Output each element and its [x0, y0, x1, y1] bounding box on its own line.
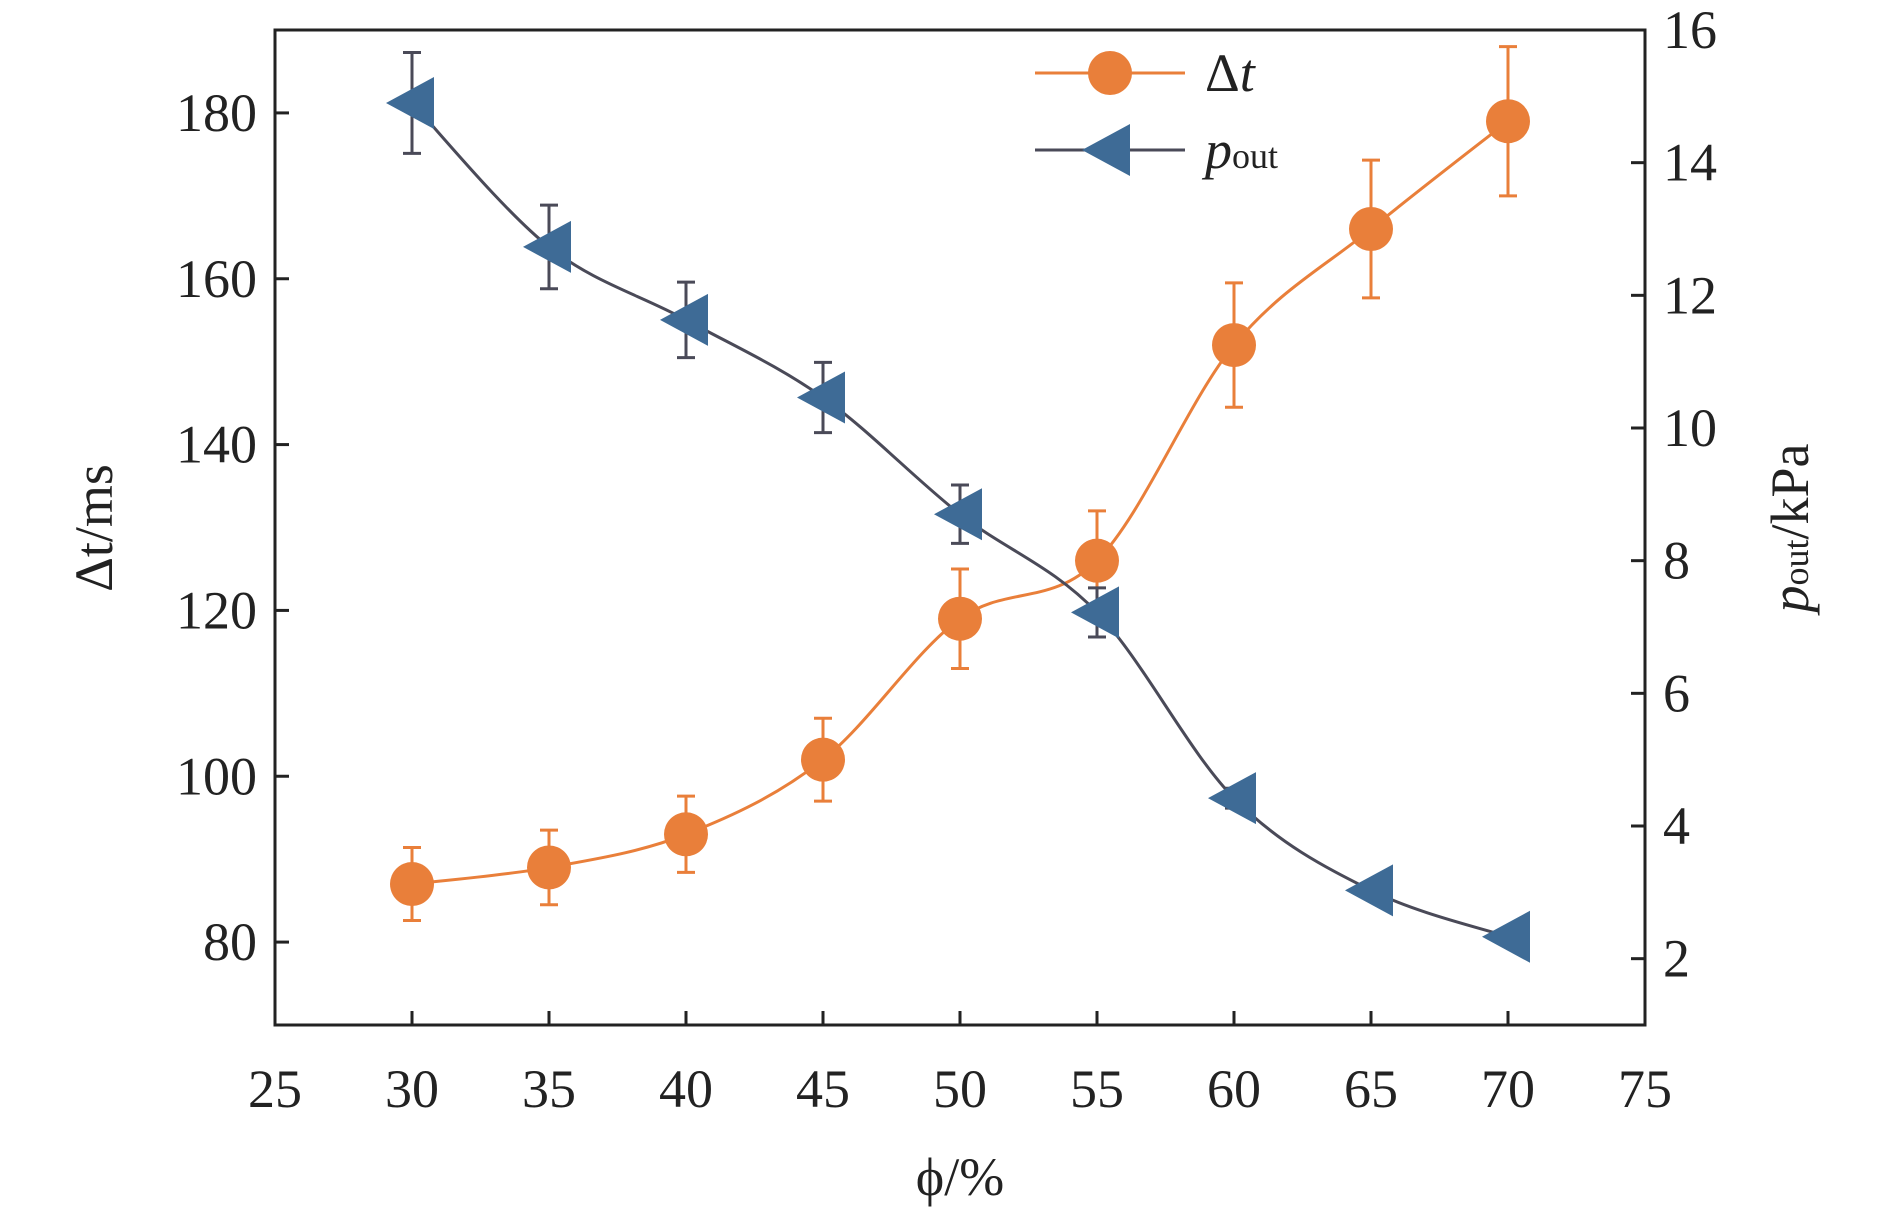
y-tick-label: 80 [203, 912, 257, 972]
y2-axis-label: pout/kPa [1760, 443, 1820, 616]
y2-tick-label: 16 [1663, 0, 1717, 60]
data-point-triangle [660, 293, 708, 346]
series-pout [386, 51, 1530, 963]
y2-tick-label: 12 [1663, 265, 1717, 325]
data-point-circle [527, 845, 571, 890]
y2-tick-label: 10 [1663, 398, 1717, 458]
x-tick-label: 30 [385, 1059, 439, 1119]
data-point-triangle [1482, 910, 1530, 963]
data-point-circle [1349, 207, 1393, 251]
data-point-circle [1486, 99, 1530, 144]
y-tick-label: 180 [176, 83, 257, 143]
y2-tick-label: 6 [1663, 663, 1690, 723]
x-tick-label: 25 [248, 1059, 302, 1119]
y-tick-label: 160 [176, 249, 257, 309]
data-point-circle [1075, 538, 1119, 583]
x-tick-label: 75 [1618, 1059, 1672, 1119]
x-tick-label: 60 [1207, 1059, 1261, 1119]
y-axis-label: Δt/ms [64, 464, 124, 592]
data-point-circle [801, 737, 845, 782]
data-point-triangle [1345, 864, 1393, 917]
legend-marker-triangle [1082, 124, 1130, 176]
x-tick-label: 65 [1344, 1059, 1398, 1119]
series-layer [386, 45, 1530, 963]
data-point-circle [938, 596, 982, 641]
y2-tick-label: 4 [1663, 796, 1690, 856]
data-point-circle [1212, 323, 1256, 368]
x-tick-label: 35 [522, 1059, 576, 1119]
x-axis-label: ϕ/% [916, 1147, 1004, 1207]
legend: Δt pout [1035, 43, 1278, 180]
y-tick-label: 120 [176, 580, 257, 640]
series-line [411, 120, 1509, 886]
legend-label-pout: pout [1201, 120, 1278, 180]
legend-label-dt: Δt [1205, 43, 1257, 103]
data-point-triangle [386, 76, 434, 129]
data-point-triangle [1071, 586, 1119, 639]
y2-tick-label: 2 [1663, 929, 1690, 989]
y2-tick-label: 14 [1663, 133, 1717, 193]
x-tick-label: 55 [1070, 1059, 1124, 1119]
data-point-circle [664, 812, 708, 857]
data-point-triangle [1208, 772, 1256, 825]
x-tick-label: 45 [796, 1059, 850, 1119]
series-dt [390, 45, 1530, 923]
data-point-triangle [797, 371, 845, 424]
x-tick-label: 50 [933, 1059, 987, 1119]
legend-marker-circle [1088, 51, 1132, 95]
y2-tick-label: 8 [1663, 531, 1690, 591]
x-tick-label: 40 [659, 1059, 713, 1119]
y-tick-label: 140 [176, 415, 257, 475]
y-tick-label: 100 [176, 746, 257, 806]
data-point-triangle [934, 488, 982, 541]
data-point-triangle [523, 220, 571, 273]
x-tick-label: 70 [1481, 1059, 1535, 1119]
ticks-layer: 25 30 35 40 45 50 55 60 65 70 75 80 100 120 140 160 180 2… [176, 0, 1717, 1119]
data-point-circle [390, 862, 434, 907]
